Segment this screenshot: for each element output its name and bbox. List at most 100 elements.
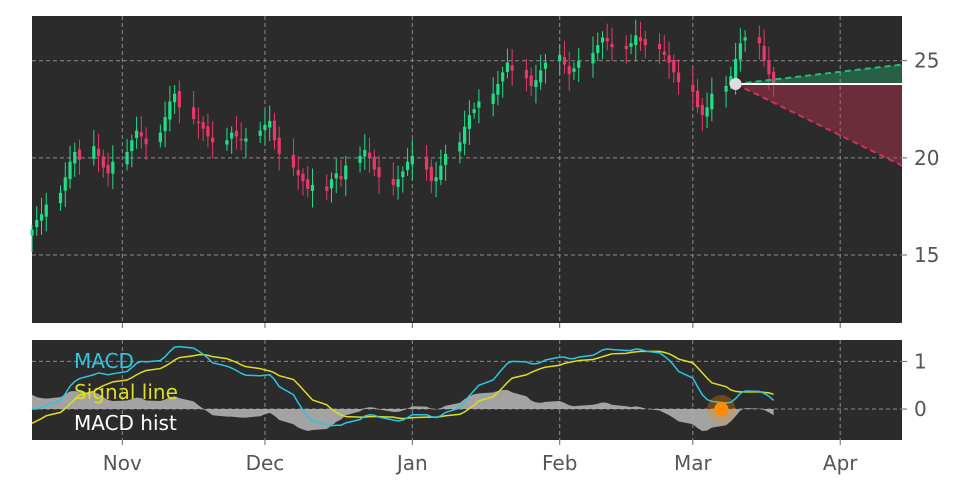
candle-body [567, 65, 571, 75]
candles [30, 19, 776, 253]
price-y-tick-label: 15 [914, 243, 939, 267]
legend-macd-hist: MACD hist [74, 411, 177, 435]
candle-body [534, 80, 538, 87]
candle-body [676, 72, 681, 83]
candle-body [367, 152, 372, 158]
crossover-marker [714, 402, 729, 417]
last-price-marker [729, 78, 742, 91]
x-tick-label: Jan [395, 451, 428, 475]
candle-body [467, 115, 471, 129]
candle-body [234, 130, 239, 137]
macd-y-tick-label: 1 [914, 349, 927, 373]
candle-body [73, 152, 77, 164]
x-tick-label: Feb [542, 451, 577, 475]
candle-body [177, 91, 181, 108]
candle-body [211, 137, 215, 143]
candle-body [510, 65, 514, 71]
candle-body [101, 156, 105, 168]
candle-body [306, 179, 310, 189]
candle-body [738, 43, 742, 60]
candle-body [268, 120, 272, 128]
macd-panel: 01 [31, 340, 927, 440]
macd-hist-area [32, 390, 774, 431]
candle-body [277, 137, 281, 154]
candle-body [92, 146, 96, 159]
candle-body [39, 214, 44, 221]
candle-body [543, 62, 548, 69]
candle-body [325, 186, 329, 191]
candle-body [230, 132, 234, 139]
candle-body [762, 45, 766, 61]
candle-body [743, 37, 747, 41]
candle-body [591, 52, 595, 64]
candle-body [225, 140, 229, 145]
candle-body [358, 155, 362, 163]
candle-body [310, 185, 315, 191]
x-tick-label: Dec [246, 451, 285, 475]
candle-body [106, 164, 110, 174]
candle-body [391, 179, 395, 186]
candle-body [577, 60, 581, 68]
x-axis: Nov Dec Jan Feb Mar Apr [103, 323, 858, 475]
candle-body [30, 229, 34, 236]
candle-body [339, 176, 343, 180]
candle-body [291, 154, 296, 168]
price-y-tick-label: 25 [914, 49, 939, 73]
candle-body [173, 93, 177, 103]
candle-body [772, 71, 776, 85]
candle-body [258, 130, 262, 136]
candle-body [201, 122, 205, 129]
candle-body [501, 72, 505, 82]
candle-body [372, 156, 376, 170]
candle-body [605, 38, 609, 42]
price-panel-background [32, 16, 902, 323]
candle-body [263, 124, 267, 131]
candle-body [662, 51, 666, 55]
x-tick-label: Apr [823, 451, 858, 475]
macd-legend: MACD Signal line MACD hist [74, 349, 178, 435]
x-tick-label: Nov [103, 451, 142, 475]
candle-body [424, 156, 429, 170]
candle-body [439, 165, 443, 180]
candle-body [396, 179, 400, 187]
candle-body [239, 138, 243, 141]
candle-body [463, 126, 467, 144]
candle-body [638, 37, 643, 42]
price-y-tick-label: 20 [914, 146, 939, 170]
candle-body [429, 166, 433, 182]
candle-body [272, 120, 277, 141]
candle-body [44, 204, 48, 217]
macd-line [32, 345, 775, 427]
candle-body [496, 84, 500, 95]
candle-body [657, 44, 662, 50]
candle-body [125, 152, 129, 165]
forecast-lower-line [735, 83, 903, 167]
forecast-upper-line [735, 63, 903, 85]
candle-body [572, 68, 576, 72]
candle-body [691, 84, 695, 92]
candle-body [724, 85, 728, 92]
candle-body [158, 132, 162, 143]
candle-body [596, 45, 600, 53]
candle-body [434, 177, 438, 182]
candle-body [700, 104, 704, 116]
candle-body [58, 192, 63, 204]
candle-body [130, 140, 134, 152]
candle-body [196, 121, 200, 123]
candle-body [377, 167, 381, 178]
candle-body [524, 70, 529, 79]
candle-body [757, 37, 761, 44]
candle-body [458, 142, 462, 152]
candle-body [401, 171, 405, 177]
candle-body [734, 58, 738, 79]
candle-body [705, 107, 709, 117]
candle-body [562, 57, 567, 65]
candle-body [334, 173, 338, 179]
candle-body [35, 220, 39, 228]
candle-body [363, 150, 367, 157]
candle-body [410, 155, 414, 165]
candle-body [96, 148, 101, 156]
candle-body [505, 62, 510, 73]
candle-body [472, 109, 476, 114]
